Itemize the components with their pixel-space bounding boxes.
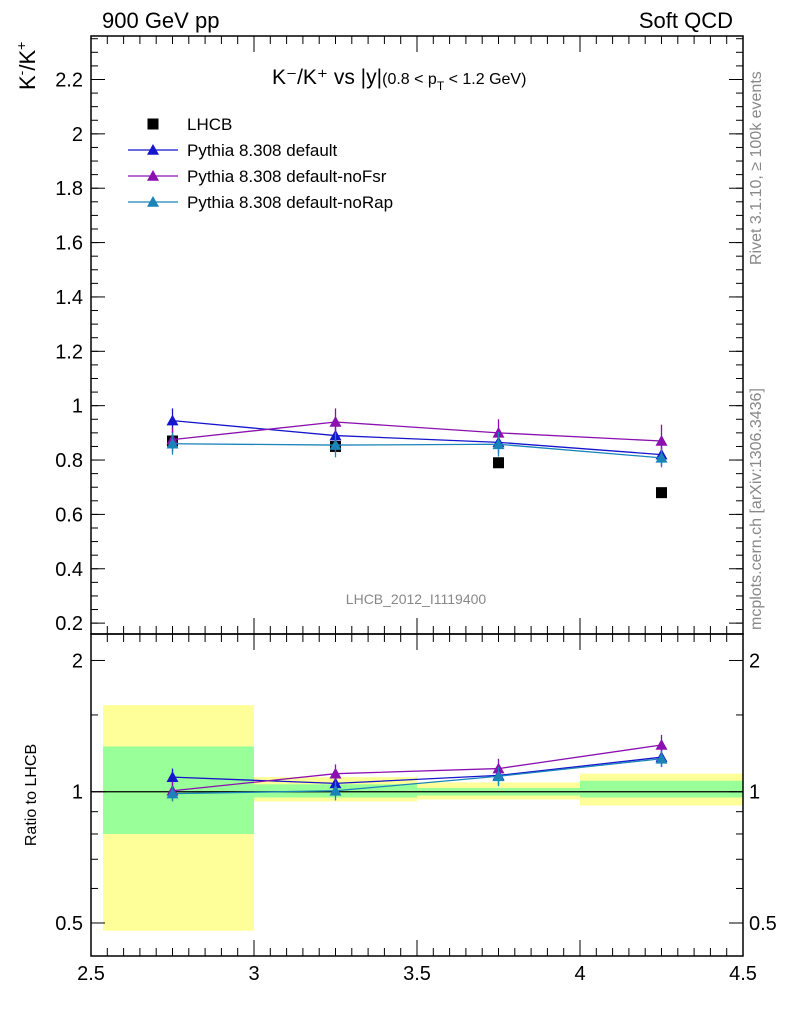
analysis-watermark: LHCB_2012_I1119400 (346, 591, 487, 607)
main-y-tick-label: 2.2 (55, 69, 83, 91)
main-y-axis-label: K-/K+ (13, 42, 40, 90)
lhcb-data-point (656, 487, 667, 499)
ratio-y-tick-label: 1 (72, 782, 83, 804)
ratio-y-tick-label-right: 0.5 (749, 913, 777, 935)
main-series-group (166, 408, 668, 499)
plot-title: K⁻/K⁺ vs |y|(0.8 < pT < 1.2 GeV) (272, 66, 526, 93)
x-tick-label: 3.5 (403, 963, 431, 985)
ratio-data-point (329, 784, 342, 796)
main-series-line (172, 421, 662, 442)
ratio-plot-frame (90, 633, 744, 957)
main-y-tick-label: 2 (72, 124, 83, 146)
category-label: Soft QCD (639, 8, 733, 33)
plot-title-sub-sub: T (437, 79, 445, 93)
x-tick-label: 2.5 (77, 963, 105, 985)
mc-data-point (329, 415, 342, 427)
ratio-y-tick-label-right: 2 (749, 650, 760, 672)
lhcb-data-point (493, 457, 504, 469)
legend-marker-triangle (147, 170, 159, 181)
mc-data-point (329, 439, 342, 450)
ratio-data-point (492, 770, 505, 782)
ratio-band-green (580, 780, 743, 798)
legend-marker-triangle (147, 196, 159, 207)
ratio-y-tick-label-right: 1 (749, 782, 760, 804)
y-label-base: K (15, 75, 40, 90)
legend-marker-square (147, 118, 159, 130)
mc-data-point (166, 437, 179, 449)
main-series-line (172, 443, 662, 459)
main-y-tick-label: 0.4 (55, 559, 83, 581)
ratio-data-point (329, 767, 342, 779)
ratio-y-tick-label: 2 (72, 650, 83, 672)
main-y-tick-label: 1.4 (55, 287, 83, 309)
x-tick-label: 4.5 (729, 963, 757, 985)
source-label: mcplots.cern.ch [arXiv:1306.3436] (748, 388, 765, 630)
ratio-series-group (166, 734, 668, 802)
main-y-tick-label: 0.6 (55, 504, 83, 526)
ratio-data-point (166, 787, 179, 799)
main-series-line (172, 419, 662, 456)
y-label-mid: /K (15, 50, 40, 71)
mc-data-point (166, 414, 179, 426)
main-y-tick-label: 0.2 (55, 613, 83, 635)
plot-title-main: K⁻/K⁺ vs |y| (272, 66, 382, 89)
y-label-sup1: - (13, 70, 29, 75)
main-y-tick-label: 1.2 (55, 341, 83, 363)
mc-data-point (655, 435, 668, 446)
plot-title-sub-end: < 1.2 GeV) (444, 71, 526, 88)
ratio-y-axis-label: Ratio to LHCB (23, 744, 40, 846)
main-y-tick-label: 1.8 (55, 178, 83, 200)
legend-label: Pythia 8.308 default (187, 141, 338, 160)
mc-data-point (655, 451, 668, 463)
ratio-data-point (655, 752, 668, 764)
ratio-series-line (172, 744, 662, 792)
mc-data-point (492, 438, 505, 450)
legend-label: LHCB (187, 115, 232, 134)
main-y-tick-label: 1 (72, 396, 83, 418)
ratio-data-point (655, 738, 668, 750)
legend-marker-triangle (147, 144, 159, 155)
legend-label: Pythia 8.308 default-noFsr (187, 167, 387, 186)
main-y-tick-label: 1.6 (55, 233, 83, 255)
y-label-sup2: + (13, 42, 29, 50)
main-y-tick-label: 0.8 (55, 450, 83, 472)
ratio-y-tick-label: 0.5 (55, 913, 83, 935)
ratio-series-line (172, 756, 662, 785)
ratio-uncertainty-bands (91, 705, 743, 931)
main-axis-ticks: 0.2 0.4 0.6 0.8 1 1.2 1.4 1.6 1.8 2 2.2 (55, 36, 744, 635)
x-tick-label: 4 (574, 963, 585, 985)
x-tick-label: 3 (248, 963, 259, 985)
rivet-label: Rivet 3.1.10, ≥ 100k events (748, 71, 765, 265)
plot-title-sub: (0.8 < p (382, 71, 437, 88)
ratio-data-point (166, 771, 179, 782)
legend: LHCB Pythia 8.308 default Pythia 8.308 def… (128, 115, 393, 212)
legend-label: Pythia 8.308 default-noRap (187, 193, 393, 212)
ratio-series-line (172, 758, 662, 795)
energy-label: 900 GeV pp (102, 8, 219, 33)
